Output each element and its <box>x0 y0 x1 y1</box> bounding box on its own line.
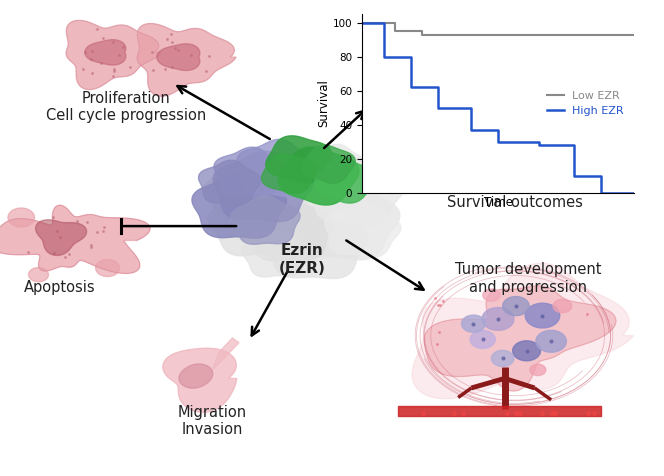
Polygon shape <box>314 159 376 203</box>
Polygon shape <box>309 158 404 225</box>
Line: Low EZR: Low EZR <box>362 23 634 35</box>
X-axis label: Time: Time <box>483 196 513 208</box>
Polygon shape <box>8 208 35 227</box>
Polygon shape <box>483 289 500 301</box>
Low EZR <box>390 20 398 26</box>
Polygon shape <box>157 44 200 70</box>
Polygon shape <box>36 220 86 256</box>
Text: Tumor development
and progression: Tumor development and progression <box>455 262 601 295</box>
Polygon shape <box>525 303 560 328</box>
Polygon shape <box>513 341 540 361</box>
Polygon shape <box>199 160 261 204</box>
Polygon shape <box>530 364 546 376</box>
Y-axis label: Survival: Survival <box>317 79 330 128</box>
Polygon shape <box>503 297 529 316</box>
Polygon shape <box>269 146 349 203</box>
Polygon shape <box>266 136 332 183</box>
High EZR <box>535 139 543 145</box>
Polygon shape <box>163 348 236 412</box>
High EZR <box>407 54 415 60</box>
Polygon shape <box>214 147 286 198</box>
Legend: Low EZR, High EZR: Low EZR, High EZR <box>542 86 629 121</box>
High EZR <box>535 142 543 148</box>
Polygon shape <box>179 364 212 388</box>
Polygon shape <box>424 286 616 391</box>
High EZR <box>434 85 442 90</box>
Polygon shape <box>213 151 313 222</box>
Low EZR <box>630 32 638 38</box>
Polygon shape <box>553 299 572 313</box>
Polygon shape <box>208 189 301 256</box>
High EZR <box>570 142 578 148</box>
Polygon shape <box>96 259 120 277</box>
Polygon shape <box>240 156 378 253</box>
Polygon shape <box>203 165 280 219</box>
Polygon shape <box>264 206 368 278</box>
Text: Ezrin
(EZR): Ezrin (EZR) <box>279 243 325 276</box>
Polygon shape <box>236 139 317 197</box>
Polygon shape <box>137 24 236 96</box>
Polygon shape <box>262 154 316 193</box>
Polygon shape <box>303 144 369 191</box>
Text: Proliferation
Cell cycle progression: Proliferation Cell cycle progression <box>46 91 207 123</box>
Polygon shape <box>211 160 325 240</box>
Polygon shape <box>29 268 48 282</box>
Low EZR <box>418 29 426 34</box>
Polygon shape <box>412 263 633 399</box>
Polygon shape <box>286 179 400 260</box>
High EZR <box>598 190 606 196</box>
Low EZR <box>418 32 426 38</box>
Polygon shape <box>66 20 160 89</box>
Text: Apoptosis: Apoptosis <box>24 280 96 296</box>
Text: Survival outcomes: Survival outcomes <box>447 195 582 210</box>
Polygon shape <box>482 307 514 330</box>
Text: Migration
Invasion: Migration Invasion <box>178 405 247 437</box>
Line: High EZR: High EZR <box>362 23 634 193</box>
Polygon shape <box>302 145 355 183</box>
High EZR <box>380 54 388 60</box>
High EZR <box>434 105 442 110</box>
Polygon shape <box>278 147 359 205</box>
High EZR <box>598 173 606 178</box>
High EZR <box>467 127 475 133</box>
High EZR <box>380 20 388 26</box>
Polygon shape <box>536 330 566 352</box>
High EZR <box>494 139 502 145</box>
High EZR <box>467 105 475 110</box>
Polygon shape <box>244 198 334 261</box>
High EZR <box>570 173 578 178</box>
High EZR <box>630 190 638 196</box>
Polygon shape <box>470 330 495 348</box>
Polygon shape <box>192 172 286 238</box>
Polygon shape <box>85 40 126 65</box>
Low EZR <box>390 29 398 34</box>
Polygon shape <box>325 203 401 257</box>
Polygon shape <box>461 315 485 332</box>
Low EZR <box>358 20 366 26</box>
Polygon shape <box>212 338 239 370</box>
Polygon shape <box>491 350 514 367</box>
High EZR <box>407 85 415 90</box>
Polygon shape <box>230 196 300 244</box>
Polygon shape <box>242 230 308 277</box>
High EZR <box>494 127 502 133</box>
Polygon shape <box>0 205 150 273</box>
High EZR <box>358 20 366 26</box>
